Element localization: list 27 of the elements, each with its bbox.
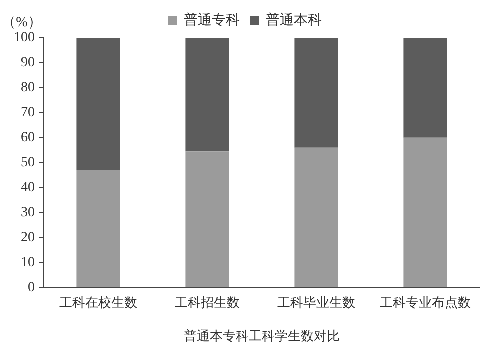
x-tick-label: 工科在校生数 (60, 295, 138, 310)
bar (76, 38, 120, 170)
x-tick-label: 工科毕业生数 (278, 295, 356, 310)
bar (404, 138, 448, 288)
y-tick-label: 20 (21, 230, 35, 246)
y-tick-label: 30 (21, 206, 35, 221)
y-tick-label: 100 (14, 30, 35, 46)
bar (294, 148, 338, 288)
bar (76, 170, 120, 288)
y-tick-label: 60 (21, 130, 35, 146)
y-tick-label: 80 (21, 80, 35, 96)
bar (186, 152, 230, 288)
x-tick-label: 工科专业布点数 (380, 295, 471, 310)
legend-label: 普通专科 (184, 12, 240, 29)
y-axis-title: （%） (2, 16, 42, 31)
y-tick-label: 90 (21, 56, 35, 71)
x-tick-label: 工科招生数 (175, 295, 240, 310)
x-axis-title: 普通本专科工科学生数对比 (184, 328, 340, 344)
bar (294, 38, 338, 148)
y-tick-label: 10 (21, 255, 35, 270)
legend-label: 普通本科 (266, 12, 322, 29)
y-tick-label: 40 (21, 180, 35, 196)
bar (186, 38, 230, 152)
y-tick-label: 50 (21, 156, 35, 171)
y-tick-label: 0 (28, 280, 35, 296)
y-tick-label: 70 (21, 106, 35, 121)
bar (404, 38, 448, 138)
